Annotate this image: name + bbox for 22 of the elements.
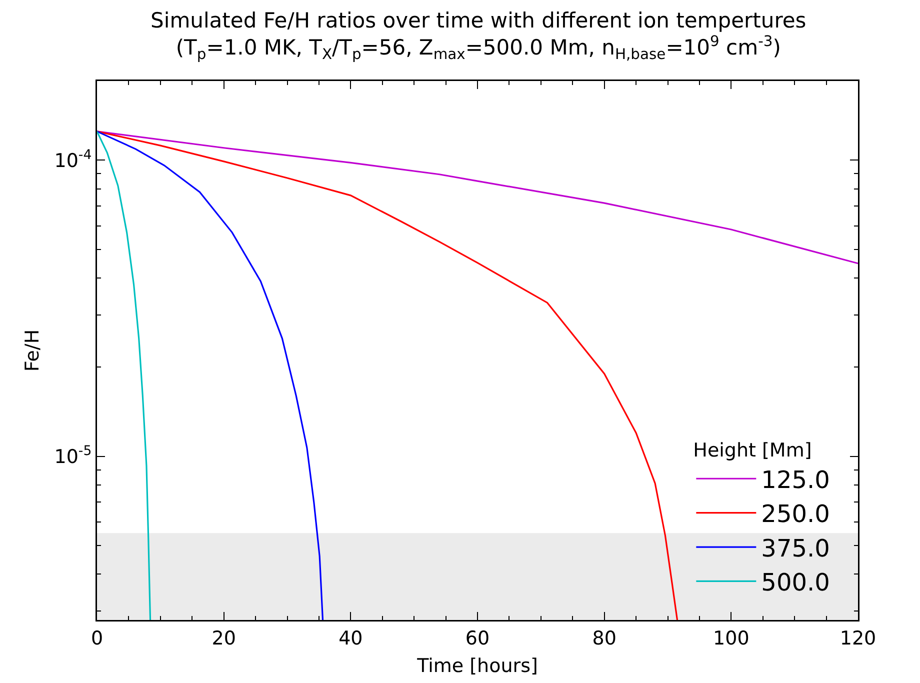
y-tick-label: 10$^{-4}$ [54, 148, 92, 172]
x-tick-label: 40 [338, 627, 363, 650]
y-axis-title: Fe/H [21, 329, 44, 372]
legend-label: 375.0 [761, 534, 830, 562]
legend-title: Height [Mm] [693, 440, 812, 462]
line-series [97, 130, 152, 620]
x-tick-label: 20 [212, 627, 236, 650]
legend-label: 250.0 [761, 500, 830, 528]
legend-label: 500.0 [761, 568, 830, 597]
x-axis-title: Time [hours] [416, 654, 538, 677]
x-tick-label: 80 [592, 627, 616, 650]
legend-label: 125.0 [761, 466, 830, 494]
x-tick-label: 100 [713, 627, 750, 650]
line-series [97, 130, 678, 620]
text: (T$_{p}$=1.0 MK, T$_{X}$/T$_{p}$=56, Z$_{max}$=500.0 Mm, n$_{H,base}$=10$^{9}$ cm$^{-3}$) [176, 32, 781, 64]
line-series [97, 130, 858, 264]
x-tick-label: 60 [465, 627, 490, 650]
chart-title: Simulated Fe/H ratios over time with different ion tempertures [150, 8, 806, 32]
y-tick-label: 10$^{-5}$ [54, 444, 92, 468]
line-series [97, 130, 324, 620]
x-tick-label: 120 [840, 627, 876, 650]
x-tick-label: 0 [90, 627, 104, 650]
